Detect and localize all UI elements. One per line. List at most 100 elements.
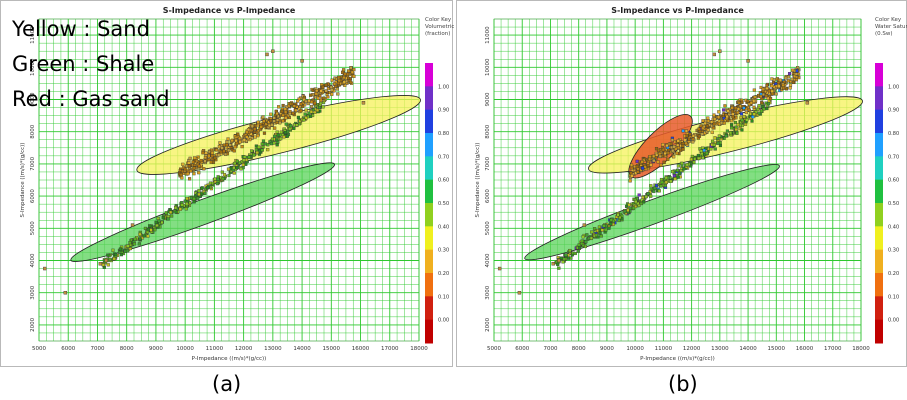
data-point (736, 107, 741, 111)
data-point (589, 236, 594, 240)
data-point (213, 177, 217, 181)
data-point (294, 108, 298, 112)
data-point (740, 128, 744, 132)
data-point (309, 93, 313, 97)
data-point (269, 119, 273, 123)
data-point (726, 109, 730, 113)
data-point (281, 103, 285, 108)
data-point (710, 139, 715, 143)
data-point (220, 170, 224, 174)
data-point (697, 134, 702, 138)
colorkey-swatch (875, 319, 883, 344)
data-point (573, 251, 577, 256)
data-point (770, 89, 774, 93)
data-point (656, 160, 660, 164)
data-point (685, 134, 689, 138)
data-point (272, 116, 276, 120)
data-point (186, 172, 190, 176)
data-point (181, 162, 185, 166)
colorkey-label: 0.50 (888, 201, 899, 207)
data-point (207, 154, 211, 158)
data-point (285, 134, 289, 138)
x-tick-label: 6000 (61, 346, 75, 352)
data-point (665, 143, 669, 148)
data-point (730, 119, 734, 123)
colorkey-label: 0.00 (438, 318, 449, 324)
data-point (154, 220, 158, 224)
data-point (321, 85, 325, 89)
data-points (43, 49, 366, 295)
data-point (210, 151, 214, 155)
data-point (149, 228, 153, 232)
data-point (701, 119, 705, 123)
data-point (639, 201, 643, 206)
data-point (640, 160, 644, 164)
data-point (788, 86, 792, 90)
data-point (744, 110, 748, 115)
data-point (652, 154, 656, 158)
data-point (681, 129, 685, 133)
data-point (652, 189, 656, 194)
data-point (673, 177, 677, 181)
data-point (766, 96, 770, 100)
data-point (256, 128, 261, 133)
data-point (112, 257, 116, 261)
data-point (114, 252, 118, 257)
data-point (269, 142, 274, 146)
data-point (226, 137, 230, 141)
colorkey-swatch (875, 296, 883, 321)
data-point (756, 107, 760, 112)
data-point (318, 94, 322, 98)
data-point (253, 127, 257, 131)
data-point (636, 201, 640, 205)
data-point (786, 75, 791, 79)
data-point (759, 109, 764, 113)
data-point (250, 124, 254, 128)
data-point (133, 237, 137, 241)
data-point (750, 119, 754, 123)
data-point (788, 83, 793, 87)
data-point (749, 101, 753, 105)
data-point (584, 240, 588, 244)
data-point (669, 142, 673, 146)
data-point (227, 173, 231, 178)
data-point (111, 248, 115, 252)
colorkey-swatch (425, 273, 433, 297)
data-point (210, 154, 214, 158)
data-point (225, 143, 229, 147)
data-point (630, 174, 634, 178)
data-point (602, 224, 606, 228)
data-point (659, 163, 663, 167)
colorkey-label: 0.40 (438, 224, 449, 230)
colorkey-swatch (425, 179, 433, 204)
data-point-outlier (746, 59, 750, 63)
data-point (734, 106, 738, 110)
data-point (246, 128, 251, 132)
data-point (138, 237, 142, 241)
colorkey-swatch (875, 86, 883, 111)
x-tick-label: 5000 (487, 346, 501, 352)
data-point (716, 115, 721, 119)
colorkey-swatch (425, 109, 433, 134)
data-point (581, 235, 585, 239)
data-point (703, 121, 707, 126)
data-point (670, 138, 675, 142)
data-point (232, 166, 236, 170)
data-point (126, 244, 130, 248)
data-point (197, 164, 201, 168)
data-point (185, 202, 189, 206)
data-point (192, 166, 196, 170)
data-point (299, 102, 303, 106)
colorkey-label: 0.60 (888, 178, 899, 184)
data-point (342, 75, 346, 80)
data-point (577, 246, 582, 250)
colorkey-label: 0.90 (888, 108, 899, 114)
data-point (267, 123, 272, 128)
data-point (178, 207, 182, 211)
data-point (119, 253, 124, 257)
data-point (569, 256, 573, 260)
data-point (742, 106, 746, 110)
data-point (760, 101, 764, 105)
data-point (725, 114, 729, 119)
caption-b: (b) (668, 372, 698, 396)
